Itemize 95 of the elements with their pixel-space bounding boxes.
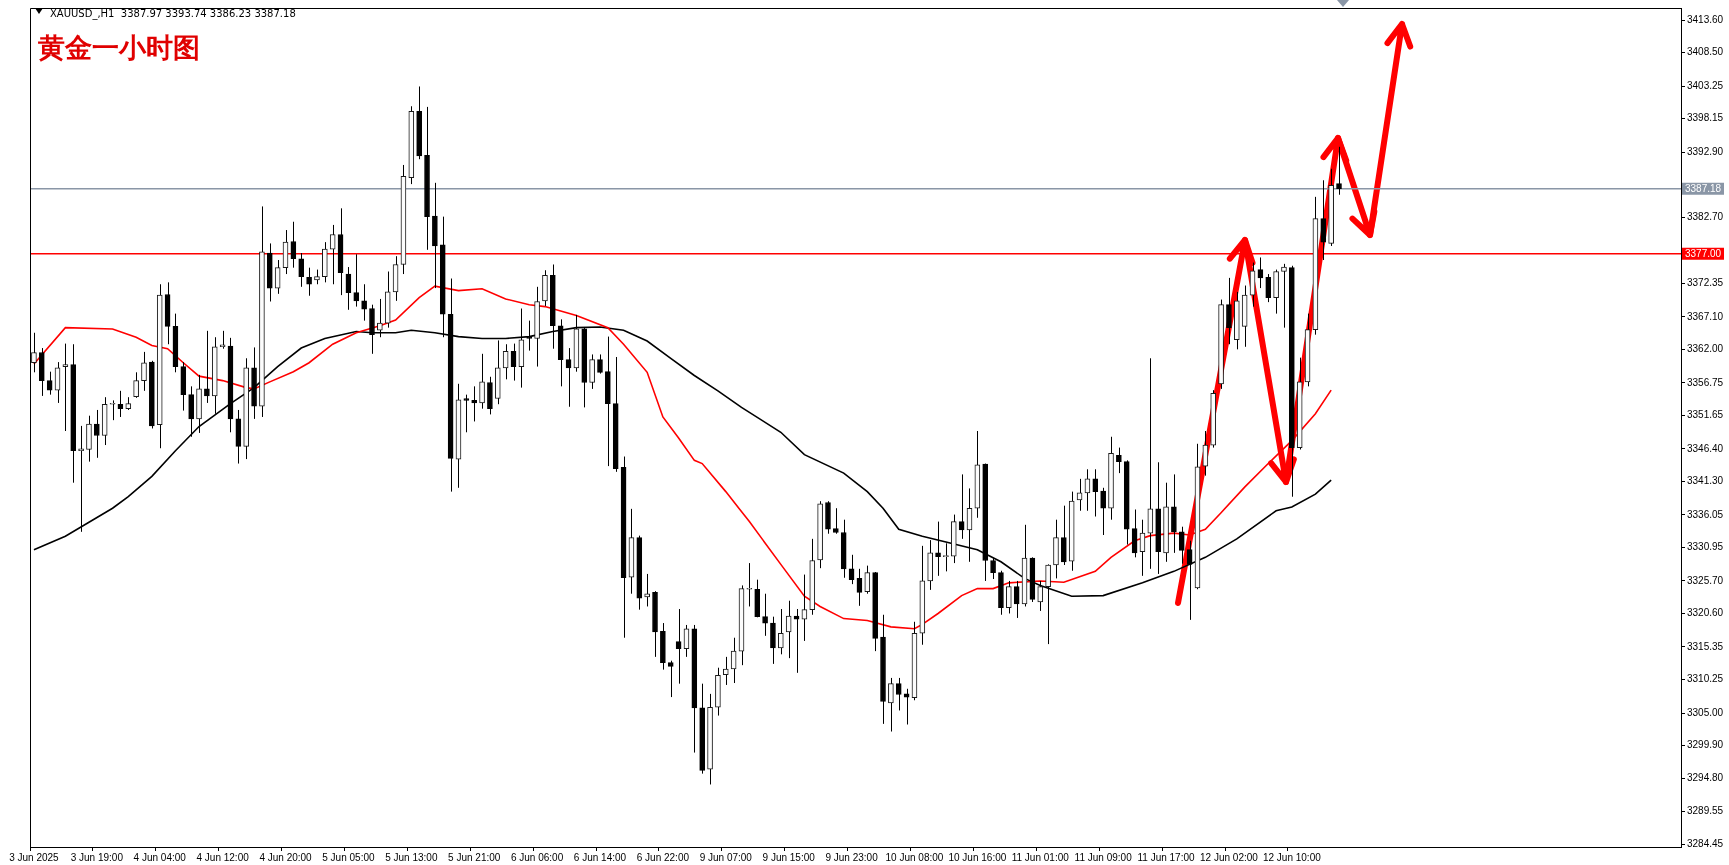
candlestick bbox=[479, 353, 485, 410]
candlestick bbox=[1265, 273, 1272, 303]
candlestick bbox=[471, 385, 478, 422]
y-tick-label: 3299.90 bbox=[1687, 739, 1724, 751]
candlestick bbox=[888, 677, 894, 733]
candlestick bbox=[1171, 473, 1177, 554]
y-tick-label: 3310.25 bbox=[1687, 673, 1724, 685]
candlestick bbox=[667, 660, 674, 698]
candlestick bbox=[722, 656, 729, 686]
candlestick bbox=[133, 371, 139, 399]
annotation: XAUUSD_,H1 3387.97 3393.74 3386.23 3387.18 bbox=[50, 8, 296, 19]
candlestick bbox=[204, 330, 210, 404]
x-tick-label: 9 Jun 07:00 bbox=[699, 851, 753, 863]
candlestick bbox=[94, 409, 100, 459]
x-tick-label: 11 Jun 17:00 bbox=[1137, 851, 1196, 863]
y-tick-label: 3325.70 bbox=[1687, 574, 1724, 586]
candlestick bbox=[298, 252, 305, 288]
ref-line-label: 3377.00 bbox=[1685, 247, 1722, 259]
y-tick-label: 3320.60 bbox=[1687, 607, 1724, 619]
x-tick-label: 4 Jun 20:00 bbox=[259, 851, 313, 863]
candlestick bbox=[361, 283, 367, 322]
candlestick bbox=[895, 677, 902, 711]
y-tick-label: 3413.60 bbox=[1687, 13, 1724, 25]
candlestick bbox=[62, 343, 69, 432]
candlestick bbox=[1100, 487, 1106, 536]
y-tick-label: 3336.05 bbox=[1687, 508, 1724, 520]
x-tick-label: 4 Jun 12:00 bbox=[196, 851, 250, 863]
y-tick-label: 3305.00 bbox=[1687, 706, 1724, 718]
candlestick bbox=[597, 353, 603, 375]
candlestick bbox=[785, 600, 792, 659]
candlestick bbox=[1005, 580, 1012, 614]
candlestick bbox=[943, 542, 949, 572]
y-tick-label: 3346.40 bbox=[1687, 442, 1724, 454]
y-tick-label: 3284.45 bbox=[1687, 837, 1724, 849]
x-tick-label: 9 Jun 15:00 bbox=[762, 851, 816, 863]
candlestick bbox=[329, 224, 336, 285]
candlestick bbox=[188, 385, 194, 438]
candlestick bbox=[1061, 505, 1067, 566]
x-tick-label: 12 Jun 10:00 bbox=[1262, 851, 1322, 863]
y-tick-label: 3408.50 bbox=[1687, 46, 1724, 58]
candlestick bbox=[770, 616, 776, 665]
x-tick-label: 5 Jun 13:00 bbox=[385, 851, 438, 863]
y-tick-label: 3367.10 bbox=[1687, 310, 1724, 322]
y-tick-label: 3356.75 bbox=[1687, 376, 1724, 388]
text: 黄金一小时图 bbox=[38, 31, 200, 65]
candlestick bbox=[777, 608, 784, 655]
y-tick-label: 3403.25 bbox=[1687, 79, 1724, 91]
x-tick-label: 5 Jun 05:00 bbox=[322, 851, 375, 863]
y-tick-label: 3392.90 bbox=[1687, 145, 1724, 157]
x-tick-label: 10 Jun 16:00 bbox=[948, 851, 1007, 863]
candlestick bbox=[801, 574, 808, 642]
candlestick bbox=[46, 371, 53, 396]
ref-line-label: 3387.18 bbox=[1685, 182, 1722, 194]
y-tick-label: 3372.35 bbox=[1687, 277, 1724, 289]
x-tick-label: 5 Jun 21:00 bbox=[448, 851, 501, 863]
candlestick bbox=[1147, 357, 1154, 570]
y-tick-label: 3315.35 bbox=[1687, 640, 1724, 652]
y-tick-label: 3330.95 bbox=[1687, 541, 1724, 553]
y-tick-label: 3382.70 bbox=[1687, 211, 1724, 223]
x-tick-label: 3 Jun 19:00 bbox=[70, 851, 124, 863]
y-tick-label: 3351.65 bbox=[1687, 409, 1724, 421]
candlestick bbox=[762, 593, 768, 637]
x-tick-label: 6 Jun 06:00 bbox=[510, 851, 564, 863]
x-tick-label: 11 Jun 01:00 bbox=[1011, 851, 1070, 863]
x-tick-label: 6 Jun 14:00 bbox=[573, 851, 627, 863]
candlestick bbox=[589, 353, 595, 390]
candlestick bbox=[463, 394, 470, 433]
candlestick bbox=[109, 399, 116, 421]
candlestick bbox=[1320, 179, 1327, 261]
candlestick bbox=[1092, 468, 1099, 517]
x-tick-label: 6 Jun 22:00 bbox=[636, 851, 690, 863]
x-tick-label: 4 Jun 04:00 bbox=[133, 851, 187, 863]
candlestick bbox=[1178, 526, 1185, 565]
candlestick bbox=[306, 267, 312, 297]
y-tick-label: 3289.55 bbox=[1687, 805, 1724, 817]
x-tick-label: 11 Jun 09:00 bbox=[1074, 851, 1133, 863]
y-tick-label: 3294.80 bbox=[1687, 771, 1724, 783]
candlestick bbox=[864, 565, 871, 595]
x-tick-label: 12 Jun 02:00 bbox=[1200, 851, 1259, 863]
y-tick-label: 3341.30 bbox=[1687, 475, 1724, 487]
candlestick bbox=[1116, 447, 1122, 474]
candlestick bbox=[141, 351, 147, 392]
y-tick-label: 3362.00 bbox=[1687, 343, 1724, 355]
candlestick bbox=[644, 573, 650, 607]
candlestick bbox=[746, 562, 753, 607]
y-tick-label: 3398.15 bbox=[1687, 112, 1724, 124]
candlestick bbox=[353, 253, 360, 308]
candlestick bbox=[1336, 146, 1342, 196]
candlestick bbox=[833, 507, 839, 535]
x-tick-label: 3 Jun 2025 bbox=[9, 851, 60, 863]
x-tick-label: 9 Jun 23:00 bbox=[825, 851, 879, 863]
x-tick-label: 10 Jun 08:00 bbox=[885, 851, 944, 863]
candlestick bbox=[990, 557, 996, 580]
candlestick bbox=[1226, 277, 1232, 345]
candlestick bbox=[1281, 263, 1287, 329]
